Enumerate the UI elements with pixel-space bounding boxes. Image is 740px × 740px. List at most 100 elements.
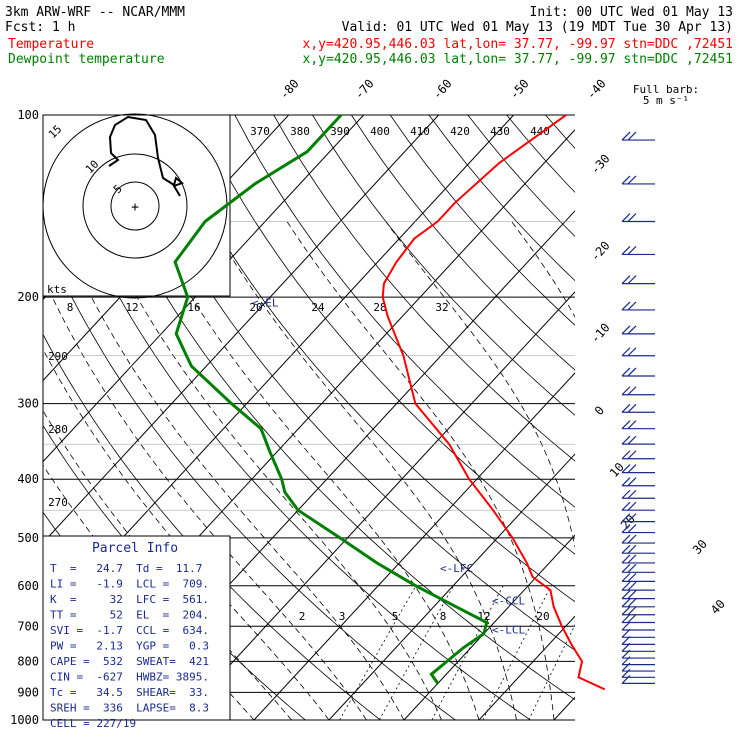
wind-barb-flag (621, 635, 631, 645)
wind-barb-flag (627, 347, 637, 357)
isotherm-line (478, 615, 575, 720)
mixing-ratio-label: 3 (339, 610, 346, 623)
moist-adiabat (56, 221, 405, 720)
hodo-speed-label: 28 (373, 301, 386, 314)
pressure-tick-label: 1000 (10, 713, 39, 727)
barb-scale-title: Full barb: (633, 83, 699, 96)
dewpoint-profile (173, 113, 489, 685)
dry-adiabat (662, 115, 740, 720)
dry-adiabat-label: 290 (48, 350, 68, 363)
wind-barb-flag (627, 325, 637, 335)
wind-barb-flag (627, 563, 637, 573)
wind-barb-flag (621, 628, 631, 638)
isotherm-label: -70 (352, 77, 377, 102)
valid-time: Valid: 01 UTC Wed 01 May 13 (19 MDT Tue … (342, 20, 733, 35)
barb-scale-unit: 5 m s⁻¹ (643, 94, 689, 107)
wind-barb-flag (621, 513, 631, 523)
wind-barb-flag (621, 581, 631, 591)
parcel-info-row: T = 24.7 Td = 11.7 (50, 562, 202, 575)
wind-barb-flag (621, 621, 631, 631)
mixing-ratio-line (339, 585, 417, 720)
wind-barb-flag (621, 347, 631, 357)
wind-barb-flag (621, 649, 631, 659)
wind-barb-flag (627, 598, 637, 608)
wind-barb-flag (627, 501, 637, 511)
parcel-info-title: Parcel Info (92, 541, 178, 556)
parcel-info-row: PW = 2.13 YGP = 0.3 (50, 640, 209, 653)
isotherm-line (629, 115, 740, 720)
wind-barb-flag (621, 131, 631, 141)
dewpoint-legend-label: Dewpoint temperature (8, 52, 165, 67)
wind-barb-flag (621, 544, 631, 554)
moist-adiabat (385, 221, 575, 549)
theta-label: 430 (490, 125, 510, 138)
wind-barb-flag (621, 668, 631, 678)
wind-barb-flag (621, 501, 631, 511)
temperature-station-info: x,y=420.95,446.03 lat,lon= 37.77, -99.97… (303, 37, 733, 52)
wind-barb-flag (627, 213, 637, 222)
parcel-info-row: SREH = 336 LAPSE= 8.3 (50, 702, 209, 715)
pressure-tick-label: 200 (17, 290, 39, 304)
dry-adiabat-label: 280 (48, 423, 68, 436)
isotherm-label: -80 (277, 77, 302, 102)
moist-adiabat (43, 276, 367, 720)
wind-barb-flag (627, 513, 637, 523)
parcel-info-row: K = 32 LFC = 561. (50, 593, 209, 606)
pressure-axis-labels: 100 200 300 400 500 600 700 800 900 1000 (10, 108, 39, 727)
pressure-tick-label: 300 (17, 397, 39, 411)
forecast-hour: Fcst: 1 h (5, 20, 75, 35)
moist-adiabat (286, 221, 555, 720)
isotherm-label: -50 (507, 77, 532, 102)
isotherm-line (553, 696, 575, 720)
wind-barb-flag (627, 275, 637, 285)
wind-barb-flag (621, 367, 631, 377)
parcel-info-row: CELL = 227/19 (50, 717, 136, 730)
pressure-tick-label: 400 (17, 472, 39, 486)
parcel-info-box: Parcel Info T = 24.7 Td = 11.7 LI = -1.9 … (42, 535, 231, 730)
wind-barb-flag (627, 477, 637, 487)
pressure-tick-label: 500 (17, 531, 39, 545)
moist-adiabat (704, 222, 740, 721)
wind-barb-flag (621, 325, 631, 335)
isotherm-label: -10 (588, 321, 613, 346)
parcel-info-row: LI = -1.9 LCL = 709. (50, 578, 209, 591)
hodo-speed-label: 32 (435, 301, 448, 314)
wind-barb-flag (627, 131, 637, 141)
wind-barb-flag (627, 606, 637, 616)
wind-barb-flag (621, 572, 631, 582)
wind-barb-flag (621, 450, 631, 460)
wind-barb-flag (621, 301, 631, 311)
wind-barb-flag (627, 301, 637, 311)
dry-adiabat (428, 115, 575, 282)
isotherm-label: -60 (430, 77, 455, 102)
dry-adiabat-label: 270 (48, 496, 68, 509)
model-title: 3km ARW-WRF -- NCAR/MMM (5, 5, 185, 20)
wind-barb-flag (621, 614, 631, 623)
hodo-speed-label: 20 (249, 301, 262, 314)
moist-adiabat (148, 221, 480, 720)
wind-barb-flag (621, 642, 631, 652)
temperature-legend-label: Temperature (8, 37, 94, 52)
hodo-speed-label: 16 (187, 301, 200, 314)
wind-barb-flag (627, 435, 637, 445)
wind-barb-flag (627, 534, 637, 544)
wind-barb-flag (621, 403, 631, 413)
hodo-center-icon: + (131, 200, 139, 215)
isotherm-label: 30 (690, 537, 710, 557)
wind-barb-flag (621, 662, 631, 672)
dewpoint-station-info: x,y=420.95,446.03 lat,lon= 37.77, -99.97… (303, 52, 733, 67)
isotherm-line (178, 291, 575, 720)
moist-adiabat (209, 221, 517, 720)
hodo-ring-5 (110, 181, 160, 231)
theta-label: 410 (410, 125, 430, 138)
moist-adiabat (98, 221, 442, 720)
moist-adiabat (651, 222, 689, 721)
mixing-ratio-label: 5 (392, 610, 399, 623)
wind-barb-flag (627, 450, 637, 460)
level-marker-label: <-CCL (492, 594, 525, 607)
wind-barb-flag (621, 435, 631, 445)
wind-barbs: Full barb: 5 m s⁻¹ (621, 83, 699, 685)
dry-adiabat (623, 115, 740, 720)
hodo-speed-label: 24 (311, 301, 325, 314)
